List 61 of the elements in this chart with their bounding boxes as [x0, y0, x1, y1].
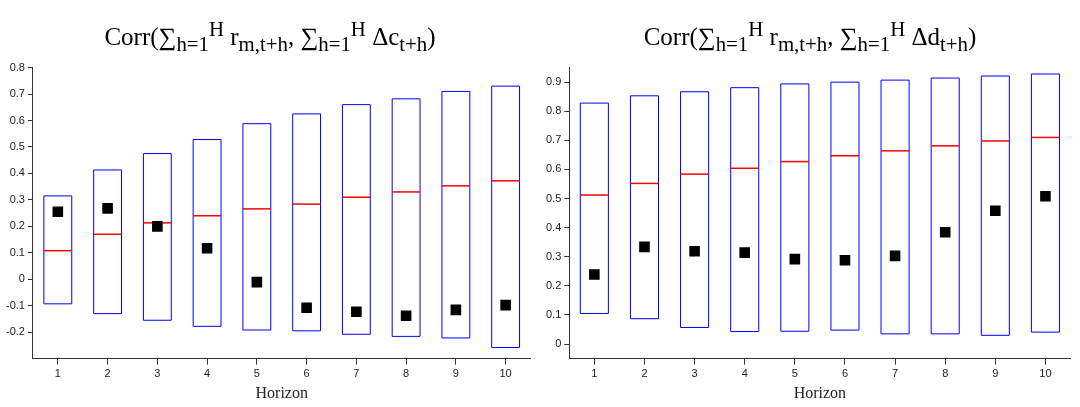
y-tick-label: 0.4 [545, 220, 561, 233]
y-tick-label: 0 [18, 272, 25, 285]
y-tick-label: 0.4 [9, 166, 25, 179]
x-tick-label: 8 [941, 367, 948, 380]
x-tick-label: 9 [452, 367, 459, 380]
x-tick-label: 6 [303, 367, 310, 380]
x-tick-label: 7 [891, 367, 898, 380]
x-tick-label: 2 [104, 367, 111, 380]
point [499, 299, 511, 311]
x-tick-label: 2 [640, 367, 648, 380]
y-tick-label: 0.1 [9, 245, 25, 258]
x-tick-label: 7 [352, 367, 359, 380]
y-tick-label: 0.2 [9, 219, 25, 232]
y-tick-label: 0.2 [545, 278, 561, 291]
x-tick-label: 9 [991, 367, 998, 380]
point [1039, 190, 1051, 202]
point [738, 247, 750, 258]
x-axis-title: Horizon [793, 383, 846, 401]
y-tick-label: 0.3 [9, 192, 25, 205]
x-tick-label: 5 [791, 367, 798, 380]
chart-title: Corr(∑$_{h=1}$$^{H}$ r$_{m,t+h}$, ∑$_{h=1}$$^{H}$ Δc$_{t+h}$) [104, 17, 436, 57]
y-tick-label: 0.5 [9, 139, 25, 152]
x-tick-label: 6 [841, 367, 848, 380]
y-tick-label: -0.2 [5, 325, 25, 338]
y-tick-label: -0.1 [5, 298, 25, 311]
x-tick-label: 3 [691, 367, 698, 380]
point [350, 306, 362, 318]
y-tick-label: 0.8 [545, 104, 561, 117]
y-tick-label: 0.7 [545, 133, 561, 146]
x-axis-title: Horizon [255, 383, 308, 401]
x-tick-label: 10 [1038, 367, 1052, 380]
x-tick-label: 10 [499, 367, 512, 380]
point [300, 302, 312, 314]
x-tick-label: 4 [203, 367, 210, 380]
point [588, 269, 600, 280]
x-tick-label: 1 [590, 367, 597, 380]
y-tick-label: 0.8 [9, 60, 25, 73]
x-tick-label: 1 [54, 367, 61, 380]
point [688, 245, 700, 257]
y-tick-label: 0.7 [9, 87, 25, 100]
x-tick-label: 4 [741, 367, 748, 380]
point [839, 254, 850, 266]
y-tick-label: 0.9 [545, 75, 561, 88]
point [101, 203, 113, 214]
point [989, 205, 1001, 217]
y-tick-label: 0.6 [545, 162, 561, 175]
point [151, 221, 163, 232]
point [939, 227, 950, 238]
x-tick-label: 3 [153, 367, 160, 380]
y-tick-label: 0.3 [545, 249, 561, 262]
chart-title: Corr(∑$_{h=1}$$^{H}$ r$_{m,t+h}$, ∑$_{h=1}$$^{H}$ Δd$_{t+h}$) [643, 17, 977, 57]
point [638, 241, 650, 253]
y-tick-label: 0.1 [545, 307, 561, 320]
x-tick-label: 8 [402, 367, 409, 380]
y-tick-label: 0.5 [545, 191, 561, 204]
y-tick-label: 0.6 [9, 113, 25, 126]
point [201, 242, 212, 254]
point [400, 310, 411, 322]
point [52, 206, 63, 218]
y-tick-label: 0 [554, 337, 561, 350]
x-tick-label: 5 [253, 367, 260, 380]
